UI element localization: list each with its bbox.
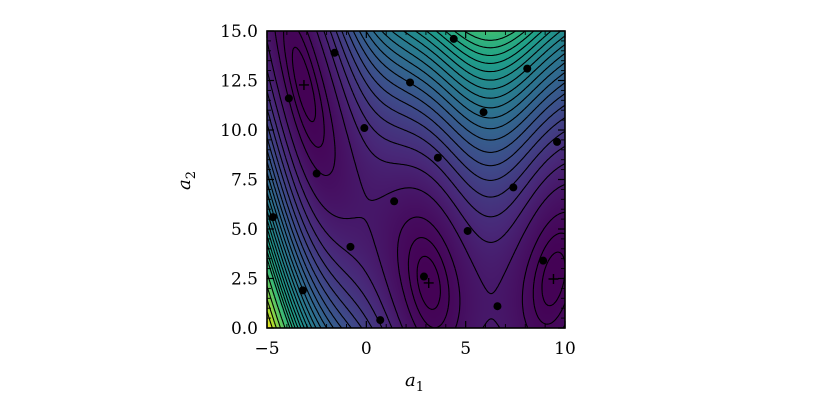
- sample-point: [406, 78, 415, 87]
- contour-line-70: [267, 31, 565, 328]
- sample-point: [523, 64, 532, 73]
- sample-point: [449, 34, 458, 43]
- contour-line-150: [267, 31, 562, 328]
- sample-point: [539, 256, 548, 265]
- x-axis-label: a1: [405, 370, 424, 395]
- sample-point: [419, 272, 428, 281]
- y-tick-label: 5.0: [231, 220, 258, 240]
- sample-point: [360, 124, 369, 133]
- y-tick-label: 2.5: [231, 270, 258, 290]
- sample-point: [509, 183, 518, 192]
- contour-line-20: [267, 31, 565, 328]
- contour-lines: [267, 31, 565, 328]
- y-tick-labels: 0.0 2.5 5.0 7.5 10.0 12.5 15.0: [220, 22, 258, 339]
- x-tick-label: 0: [361, 339, 372, 359]
- sample-point: [390, 197, 399, 206]
- contour-line-240: [267, 286, 282, 328]
- y-axis-symbol: a: [174, 179, 195, 190]
- x-tick-labels: −5 0 5 10: [254, 339, 575, 359]
- y-axis-subscript: 2: [184, 171, 199, 179]
- sample-point: [284, 94, 293, 103]
- sample-point: [479, 108, 488, 117]
- contour-line-50: [267, 31, 565, 328]
- sample-point: [553, 137, 562, 146]
- plot-area: [267, 31, 565, 328]
- sample-point: [298, 286, 307, 295]
- sample-point: [493, 302, 502, 311]
- sample-point: [376, 316, 385, 325]
- contour-line-170: [267, 31, 543, 328]
- contour-line-60: [267, 31, 565, 328]
- y-axis-label: a2: [174, 171, 199, 190]
- x-tick-label: −5: [254, 339, 279, 359]
- contour-line-2: [291, 46, 565, 310]
- contour-line-80: [267, 31, 565, 328]
- sample-point: [433, 153, 442, 162]
- contour-line-100: [267, 31, 565, 328]
- contour-line-130: [267, 31, 565, 328]
- y-tick-label: 10.0: [220, 121, 258, 141]
- y-tick-label: 7.5: [231, 171, 258, 191]
- sample-points: [268, 34, 562, 325]
- y-tick-label: 0.0: [231, 319, 258, 339]
- sample-point: [330, 48, 339, 57]
- contour-line-140: [267, 31, 565, 328]
- x-axis-subscript: 1: [416, 380, 424, 395]
- optimum-marker: [423, 277, 434, 288]
- x-tick-label: 5: [460, 339, 471, 359]
- contour-line-160: [267, 31, 552, 328]
- sample-point: [268, 213, 277, 222]
- optima-markers: [298, 79, 559, 288]
- y-tick-label: 12.5: [220, 72, 258, 92]
- x-axis-symbol: a: [405, 370, 416, 391]
- contour-line-90: [267, 31, 565, 328]
- sample-point: [312, 169, 321, 178]
- contour-line-10: [274, 31, 565, 328]
- axis-ticks: [266, 30, 566, 329]
- contour-line-5: [283, 31, 565, 328]
- y-tick-label: 15.0: [220, 22, 258, 42]
- sample-point: [463, 226, 472, 235]
- contour-line-30: [267, 31, 565, 328]
- optimum-marker: [548, 273, 559, 284]
- x-tick-label: 10: [554, 339, 576, 359]
- sample-point: [346, 242, 355, 251]
- contour-line-40: [267, 31, 565, 328]
- optimum-marker: [298, 79, 309, 90]
